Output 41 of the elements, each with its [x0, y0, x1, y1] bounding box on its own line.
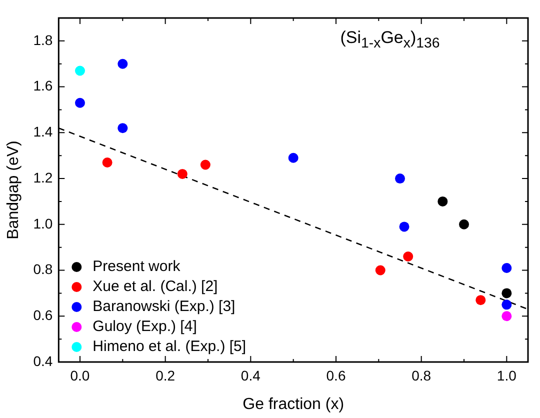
point [459, 219, 469, 230]
point [502, 300, 512, 310]
point [118, 58, 128, 69]
x-tick-label: 0.6 [326, 367, 346, 384]
y-axis-title: Bandgap (eV) [5, 140, 22, 240]
x-tick-label: 0.0 [70, 367, 90, 384]
point [177, 168, 188, 179]
legend-label: Himeno et al. (Exp.) [5] [92, 338, 246, 356]
point [399, 222, 410, 232]
annotation: (Si$_{1-x}$Ge$_{x}$)$_{136}$ [340, 28, 440, 52]
y-tick-label: 0.8 [33, 261, 53, 278]
point [74, 98, 85, 108]
legend-label: Baranowski (Exp.) [3] [92, 298, 236, 316]
point [74, 66, 85, 76]
y-tick-label: 0.4 [33, 352, 53, 369]
x-axis-title: Ge fraction (x) [242, 396, 344, 413]
legend-label: Present work [92, 258, 181, 276]
legend-label: Xue et al. (Cal.) [2] [92, 278, 218, 296]
x-tick-label: 1.0 [496, 367, 517, 384]
point [403, 252, 414, 262]
point [200, 160, 210, 170]
point [288, 152, 298, 163]
x-tick-label: 0.4 [240, 367, 261, 384]
y-tick-label: 1.0 [33, 215, 53, 232]
y-tick-label: 0.6 [33, 306, 53, 323]
point [502, 262, 512, 273]
point [476, 295, 486, 306]
y-tick-label: 1.4 [33, 124, 53, 140]
y-tick-label: 1.6 [33, 78, 53, 94]
point [502, 311, 512, 322]
x-tick-label: 0.8 [412, 367, 432, 384]
legend-label: Guloy (Exp.) [4] [92, 318, 197, 336]
point [102, 157, 112, 168]
y-tick-label: 1.8 [33, 32, 53, 48]
point [375, 265, 386, 276]
x-tick-label: 0.2 [156, 367, 176, 384]
point [502, 288, 512, 298]
point [118, 123, 128, 134]
y-tick-label: 1.2 [33, 169, 53, 186]
point [395, 174, 405, 184]
point [438, 196, 448, 206]
